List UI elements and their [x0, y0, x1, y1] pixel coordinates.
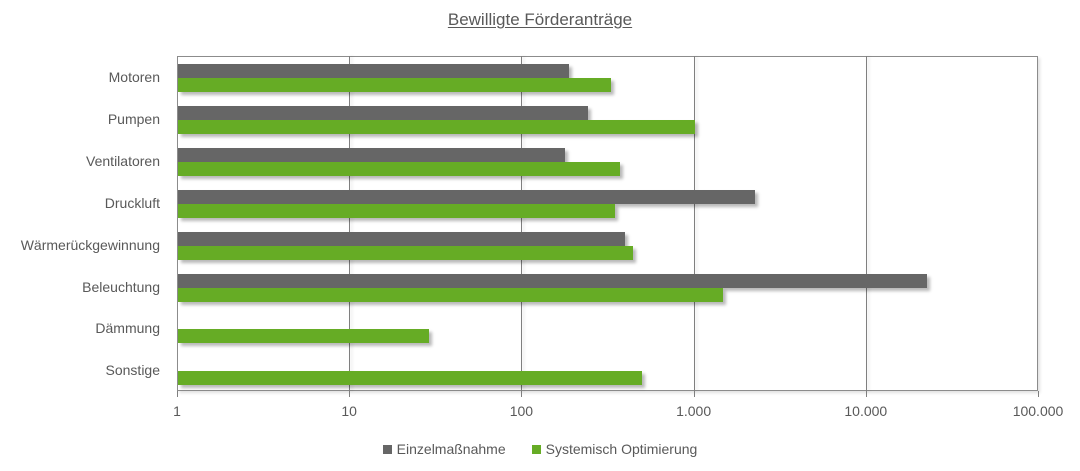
gridline	[693, 56, 695, 391]
bar-systemisch[interactable]	[178, 203, 616, 218]
bar-systemisch[interactable]	[178, 329, 429, 344]
bar-systemisch[interactable]	[178, 161, 621, 176]
category-label: Sonstige	[105, 362, 160, 379]
category-label: Beleuchtung	[82, 278, 160, 295]
legend-label: Systemisch Optimierung	[545, 441, 698, 457]
x-tick-label: 1	[173, 403, 181, 419]
legend-label: Einzelmaßnahme	[396, 441, 506, 457]
bar-systemisch[interactable]	[178, 371, 642, 386]
gridline	[865, 56, 867, 391]
x-tick-label: 1.000	[676, 403, 712, 419]
gridline	[349, 56, 351, 391]
category-label: Motoren	[108, 69, 160, 85]
legend-item-systemisch-optimierung[interactable]: Systemisch Optimierung	[531, 441, 698, 457]
x-tick-label: 100	[509, 403, 534, 419]
legend-swatch-gray-icon	[382, 444, 392, 454]
bar-einzelmassnahme[interactable]	[178, 105, 589, 120]
chart-title: Bewilligte Förderanträge	[447, 10, 633, 29]
gridline	[521, 56, 523, 391]
category-label: Ventilatoren	[86, 152, 160, 169]
bar-einzelmassnahme[interactable]	[178, 273, 927, 288]
bar-einzelmassnahme[interactable]	[178, 189, 755, 204]
axis-tick	[1038, 391, 1039, 397]
bar-systemisch[interactable]	[178, 78, 611, 92]
bar-systemisch[interactable]	[178, 287, 723, 302]
legend-item-einzelmassnahme[interactable]: Einzelmaßnahme	[382, 441, 506, 457]
x-tick-label: 100.000	[1012, 403, 1064, 419]
legend-swatch-green-icon	[531, 444, 541, 454]
bar-einzelmassnahme[interactable]	[178, 64, 570, 78]
bar-systemisch[interactable]	[178, 245, 634, 260]
category-label: Dämmung	[95, 320, 160, 337]
x-tick-label: 10.000	[844, 403, 888, 419]
axis-tick	[865, 391, 867, 397]
axis-tick	[349, 391, 351, 397]
category-label: Pumpen	[107, 110, 160, 127]
bar-einzelmassnahme[interactable]	[178, 231, 626, 246]
legend: Einzelmaßnahme Systemisch Optimierung	[0, 441, 1080, 457]
x-tick-label: 10	[341, 403, 357, 419]
category-label: Wärmerückgewinnung	[20, 236, 160, 253]
bar-systemisch[interactable]	[178, 119, 696, 134]
bar-einzelmassnahme[interactable]	[178, 147, 566, 162]
axis-tick	[693, 391, 695, 397]
axis-tick	[521, 391, 523, 397]
plot-area	[177, 56, 1038, 391]
axis-tick	[177, 391, 178, 397]
category-label: Druckluft	[104, 194, 160, 211]
